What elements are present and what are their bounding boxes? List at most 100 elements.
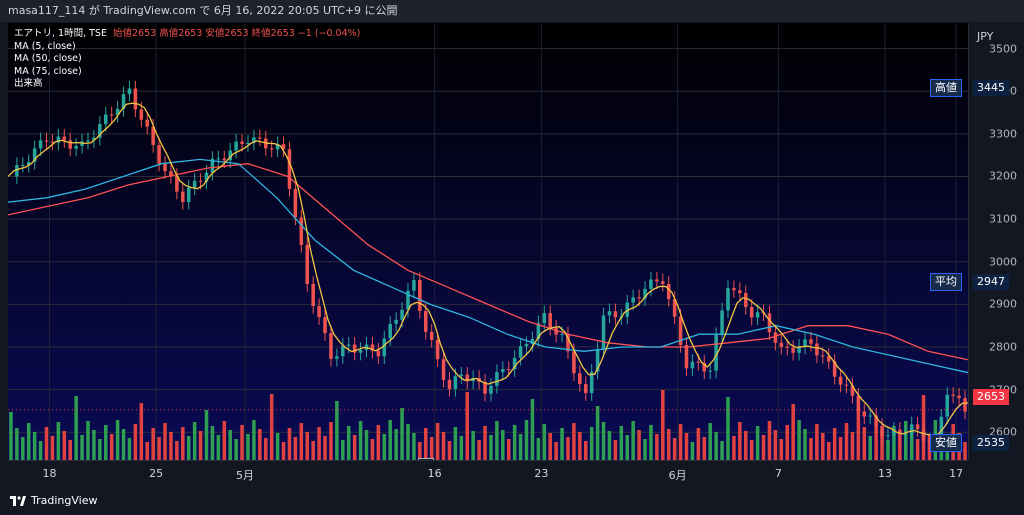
legend-ma5[interactable]: MA (5, close) xyxy=(14,40,76,52)
candle-body xyxy=(909,424,914,435)
candle-body xyxy=(797,346,801,353)
volume-bar xyxy=(44,427,49,460)
candle-body xyxy=(56,136,61,143)
candle-body xyxy=(512,357,517,370)
legend-ma75[interactable]: MA (75, close) xyxy=(14,65,82,77)
volume-bar xyxy=(554,442,558,460)
candle-body xyxy=(856,395,861,412)
candle-body xyxy=(92,137,96,141)
candle-body xyxy=(429,331,434,340)
candle-body xyxy=(181,191,185,203)
volume-bar xyxy=(151,428,155,460)
volume-bar xyxy=(809,438,813,460)
candle-body xyxy=(21,165,25,167)
x-tick-label: 13 xyxy=(878,467,893,480)
volume-bar xyxy=(305,432,310,460)
candle-body xyxy=(915,424,920,430)
candle-body xyxy=(418,280,422,311)
volume-bar xyxy=(388,420,392,460)
candle-body xyxy=(678,316,683,346)
volume-bar xyxy=(346,426,351,460)
candle-body xyxy=(382,338,387,357)
candle-body xyxy=(637,297,641,299)
volume-bar xyxy=(109,434,114,460)
candle-body xyxy=(103,114,108,125)
candle-body xyxy=(133,88,138,110)
candle-body xyxy=(690,361,695,369)
candle-body xyxy=(939,416,944,441)
y-tick-label: 3300 xyxy=(989,127,1017,141)
volume-bar xyxy=(530,399,535,460)
y-tick-label: 2800 xyxy=(989,340,1017,354)
legend-ohlc: 始値2653 高値2653 安値2653 終値2653 −1 (−0.04%) xyxy=(113,28,361,39)
candle-body xyxy=(80,141,84,146)
candle-body xyxy=(554,327,558,335)
candle-body xyxy=(684,345,689,369)
volume-bar xyxy=(317,427,321,460)
candle-body xyxy=(489,385,493,394)
volume-bar xyxy=(21,437,25,460)
candle-body xyxy=(803,339,807,347)
candle-body xyxy=(406,290,410,310)
candle-body xyxy=(400,309,404,320)
volume-bar xyxy=(275,433,280,460)
volume-bar xyxy=(720,441,724,460)
candle-body xyxy=(791,347,795,353)
legend-ma50[interactable]: MA (50, close) xyxy=(14,53,82,64)
volume-bar xyxy=(915,439,920,460)
volume-bar xyxy=(471,431,475,460)
volume-bar xyxy=(204,410,209,460)
volume-bar xyxy=(263,438,268,460)
candle-body xyxy=(163,163,167,172)
candle-body xyxy=(412,280,416,291)
volume-bar xyxy=(441,432,446,460)
time-axis[interactable]: 18 25 5月 16 23 6月 7 13 17 xyxy=(8,460,968,487)
volume-bar xyxy=(619,426,624,460)
candle-body xyxy=(607,311,612,316)
candle-body xyxy=(773,332,778,343)
volume-bar xyxy=(287,428,292,460)
chart-plot-area[interactable]: E xyxy=(8,23,968,460)
volume-bar xyxy=(755,426,760,460)
volume-bar xyxy=(370,439,375,460)
candle-body xyxy=(862,411,867,417)
volume-bar xyxy=(749,440,754,460)
volume-bar xyxy=(826,442,831,460)
legend-volume[interactable]: 出来高 xyxy=(14,78,43,89)
candle-body xyxy=(204,172,209,182)
volume-bar xyxy=(678,424,683,460)
avg-label-tag: 平均 xyxy=(930,273,962,291)
candle-body xyxy=(346,344,351,346)
volume-bar xyxy=(601,422,606,460)
candle-body xyxy=(293,188,298,218)
candle-body xyxy=(115,108,120,115)
volume-bar xyxy=(9,412,13,460)
candle-body xyxy=(548,313,552,328)
x-tick-label: 6月 xyxy=(668,469,687,482)
tradingview-brand[interactable]: TradingView xyxy=(10,494,97,507)
candle-body xyxy=(358,349,363,353)
candle-body xyxy=(714,335,718,371)
candle-body xyxy=(868,415,872,417)
candle-body xyxy=(951,394,955,396)
footer-bar: TradingView xyxy=(0,486,1024,515)
candle-body xyxy=(518,346,523,358)
candle-body xyxy=(44,140,49,142)
volume-bar xyxy=(542,424,547,460)
candle-body xyxy=(216,158,221,160)
candle-body xyxy=(109,114,114,116)
candle-body xyxy=(702,362,707,372)
volume-bar xyxy=(909,430,914,460)
candle-body xyxy=(874,415,878,426)
candle-body xyxy=(210,158,215,173)
candle-body xyxy=(38,140,43,149)
volume-bar xyxy=(192,422,197,460)
volume-bar xyxy=(483,426,487,460)
volume-bar xyxy=(352,435,357,460)
volume-bar xyxy=(240,425,244,460)
candle-body xyxy=(234,141,238,151)
earnings-badge[interactable]: E xyxy=(418,458,434,460)
candle-body xyxy=(394,319,398,324)
volume-bar xyxy=(856,411,861,460)
candle-body xyxy=(826,356,831,362)
